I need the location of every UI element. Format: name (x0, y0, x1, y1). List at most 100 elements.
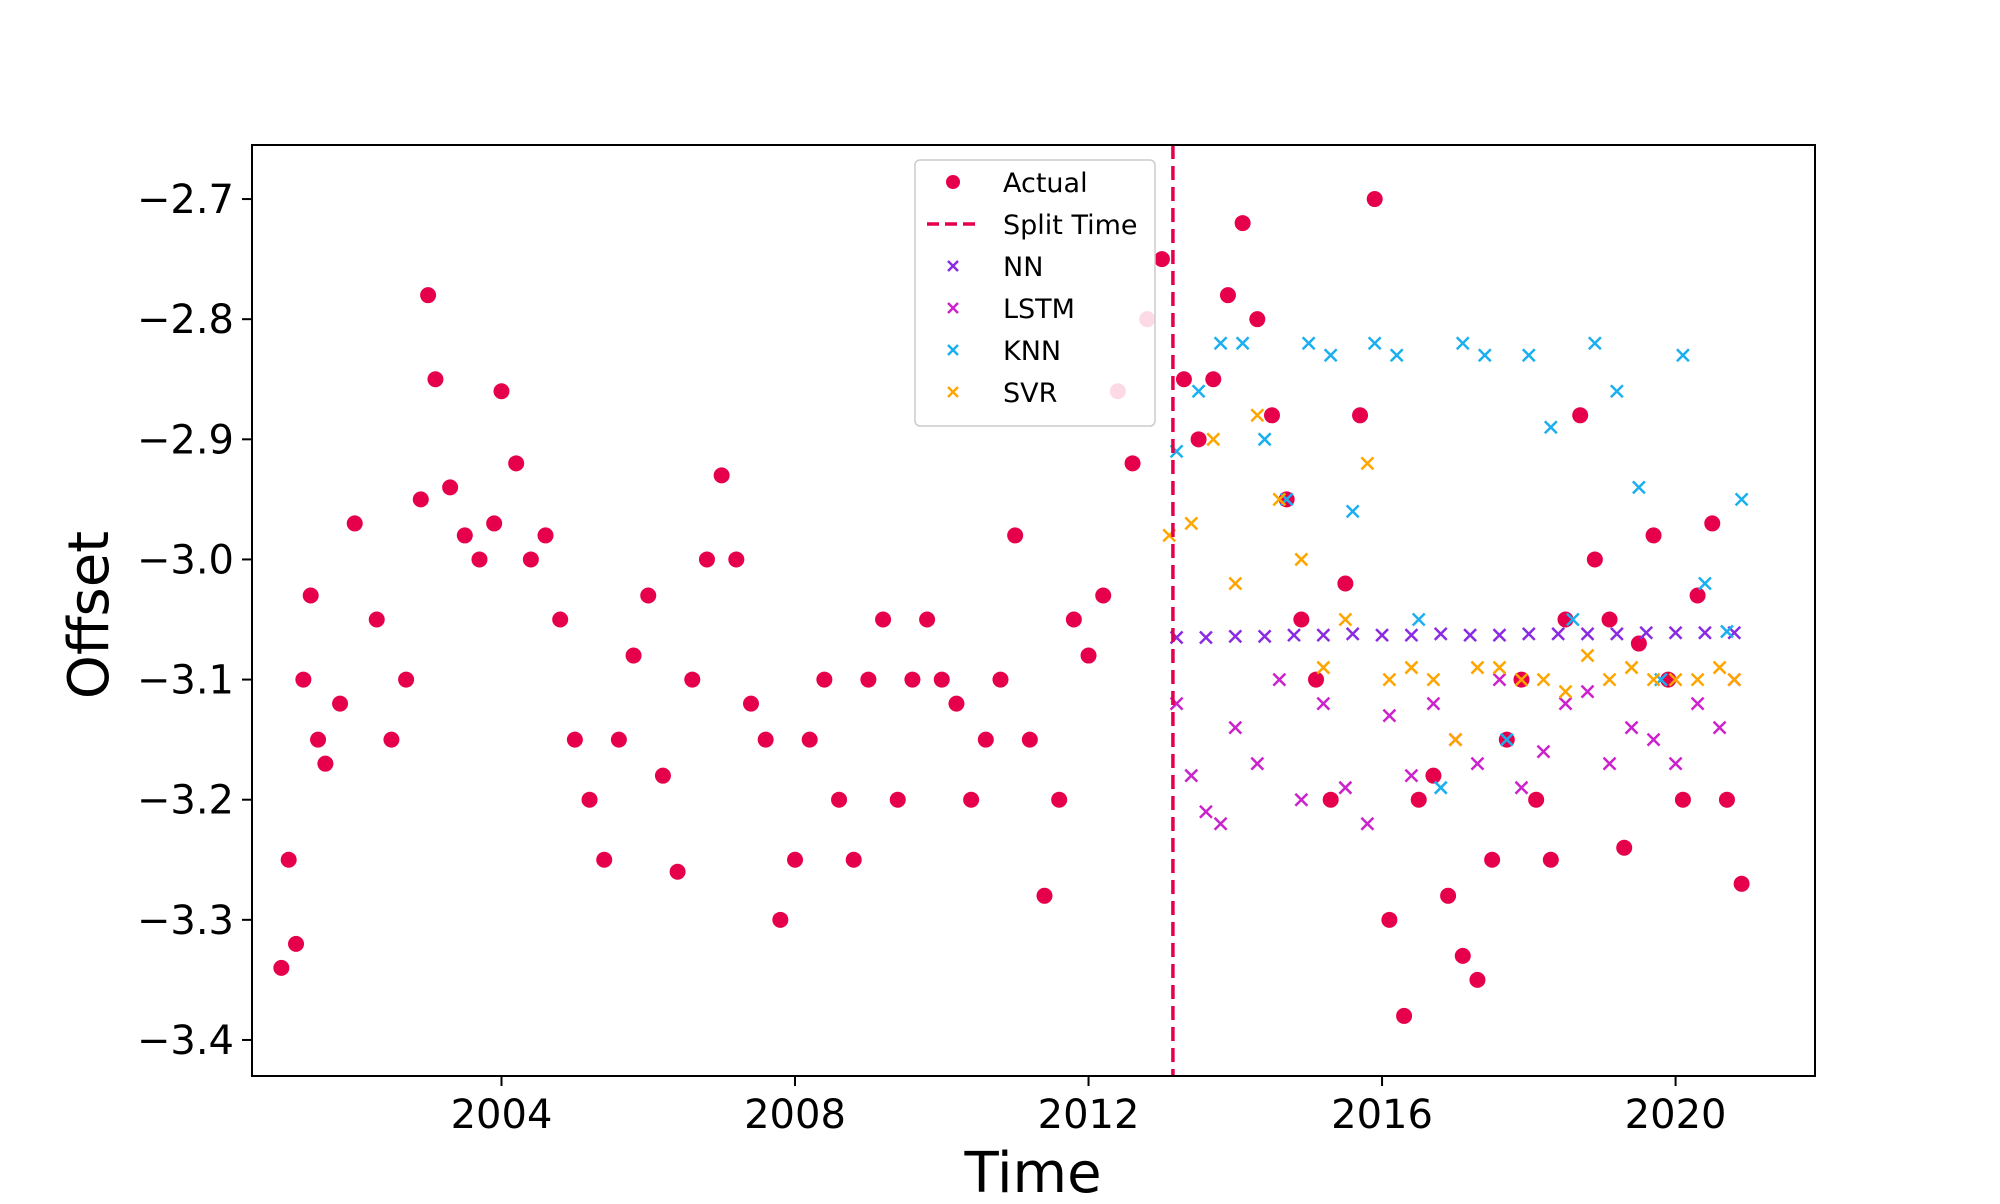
x-tick-label: 2012 (1038, 1092, 1140, 1138)
y-tick-label: −2.9 (137, 417, 234, 463)
point-lstm (1602, 756, 1617, 771)
point-actual (288, 935, 305, 952)
legend-marker-nn (947, 260, 959, 272)
point-actual (1153, 251, 1170, 268)
point-nn (1257, 629, 1272, 644)
point-actual (332, 695, 349, 712)
point-actual (273, 959, 290, 976)
point-nn (1287, 628, 1301, 643)
point-actual (977, 731, 994, 748)
point-actual (860, 671, 877, 688)
point-knn (1433, 780, 1448, 795)
point-actual (684, 671, 701, 688)
point-lstm (1712, 720, 1727, 735)
point-actual (398, 671, 415, 688)
y-tick-label: −3.0 (137, 537, 234, 583)
point-actual (1601, 611, 1618, 628)
point-lstm (1228, 720, 1243, 735)
point-actual (1381, 911, 1398, 928)
point-actual (383, 731, 400, 748)
point-actual (757, 731, 774, 748)
point-knn (1235, 336, 1250, 351)
point-actual (1021, 731, 1038, 748)
point-nn (1698, 625, 1712, 640)
y-tick-label: −2.7 (137, 177, 234, 223)
point-nn (1228, 629, 1243, 644)
point-actual (427, 371, 444, 388)
point-knn (1323, 348, 1338, 363)
point-svr (1624, 660, 1639, 675)
point-actual (368, 611, 385, 628)
point-actual (302, 587, 319, 604)
point-lstm (1514, 780, 1529, 795)
point-actual (442, 479, 459, 496)
point-actual (537, 527, 554, 544)
point-nn (1375, 628, 1389, 643)
point-nn (1492, 628, 1507, 643)
point-actual (493, 383, 510, 400)
point-actual (1733, 875, 1750, 892)
point-svr (1536, 672, 1551, 687)
point-actual (1263, 407, 1280, 424)
point-actual (552, 611, 569, 628)
point-svr (1668, 672, 1683, 687)
point-nn (1668, 625, 1683, 640)
point-actual (1469, 971, 1486, 988)
point-actual (1036, 887, 1053, 904)
point-knn (1213, 336, 1228, 351)
series-knn (1169, 336, 1749, 795)
point-actual (1205, 371, 1222, 388)
point-actual (1410, 791, 1427, 808)
point-lstm (1382, 708, 1397, 723)
point-actual (1190, 431, 1207, 448)
point-knn (1676, 348, 1690, 363)
point-knn (1698, 576, 1712, 591)
point-nn (1345, 627, 1360, 641)
legend-label-svr: SVR (1003, 378, 1057, 409)
point-lstm (1624, 720, 1639, 735)
point-actual (845, 851, 862, 868)
point-svr (1206, 432, 1221, 447)
point-actual (1528, 791, 1545, 808)
point-actual (1630, 635, 1647, 652)
point-knn (1565, 612, 1580, 627)
point-actual (1095, 587, 1112, 604)
point-actual (831, 791, 848, 808)
point-nn (1463, 628, 1477, 643)
y-tick-label: −3.2 (137, 778, 234, 824)
point-actual (295, 671, 312, 688)
point-svr (1338, 612, 1353, 627)
point-actual (581, 791, 598, 808)
plot-frame (251, 144, 1816, 1077)
point-actual (904, 671, 921, 688)
point-lstm (1213, 816, 1228, 831)
point-actual (1542, 851, 1559, 868)
point-actual (1352, 407, 1369, 424)
point-actual (1454, 947, 1471, 964)
legend-marker-actual (946, 175, 960, 189)
point-knn (1543, 420, 1558, 435)
point-actual (1175, 371, 1192, 388)
y-tick-label: −3.3 (137, 898, 234, 944)
point-actual (933, 671, 950, 688)
point-knn (1499, 732, 1514, 747)
point-knn (1609, 384, 1624, 399)
point-actual (640, 587, 657, 604)
legend-marker-knn (947, 344, 959, 356)
point-actual (420, 287, 437, 304)
y-tick-label: −2.8 (137, 297, 234, 343)
x-tick-label: 2004 (451, 1092, 553, 1138)
point-svr (1470, 660, 1485, 675)
point-svr (1514, 672, 1529, 687)
point-actual (1425, 767, 1442, 784)
legend-label-knn: KNN (1003, 336, 1061, 367)
point-lstm (1668, 756, 1683, 771)
point-svr (1316, 660, 1331, 675)
point-lstm (1184, 768, 1199, 783)
point-nn (1580, 627, 1595, 641)
point-lstm (1536, 744, 1551, 759)
point-knn (1345, 504, 1360, 519)
point-svr (1184, 516, 1199, 531)
